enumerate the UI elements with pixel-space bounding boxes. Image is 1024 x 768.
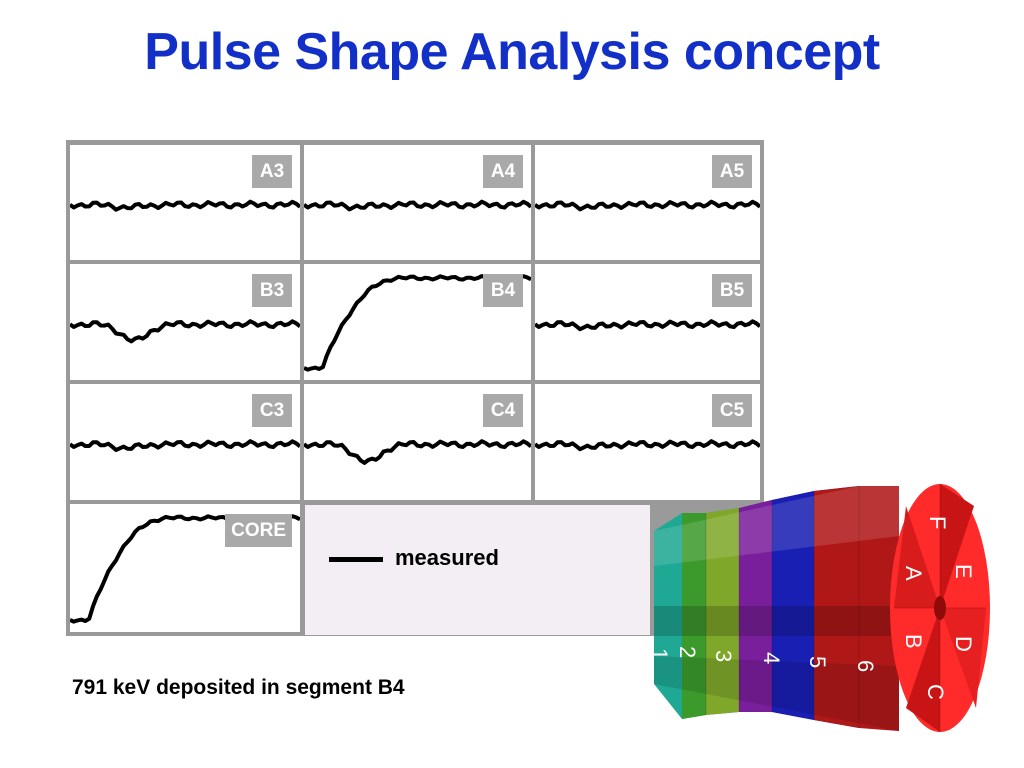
pulse-grid: A3 A4 A5 B3 B4 B5 C3 C4 C5 CORE (66, 140, 764, 636)
pulse-trace-svg (535, 199, 760, 212)
panel-core: CORE (70, 504, 300, 632)
detector-center-hole (934, 596, 946, 620)
panel-c4: C4 (304, 384, 531, 500)
pulse-trace-a5 (535, 199, 760, 212)
panel-label: C4 (483, 394, 523, 427)
detector-front-sector (940, 608, 986, 708)
pulse-trace-a3 (70, 199, 300, 212)
sector-letter: B (901, 634, 926, 649)
panel-label: B5 (712, 274, 752, 307)
panel-label: B4 (483, 274, 523, 307)
pulse-trace-svg (304, 439, 531, 465)
panel-label: A3 (252, 155, 292, 188)
pulse-trace-c4 (304, 439, 531, 465)
sector-letter: F (925, 516, 950, 529)
panel-b4: B4 (304, 264, 531, 380)
panel-c3: C3 (70, 384, 300, 500)
legend-label: measured (395, 545, 499, 570)
pulse-trace-svg (535, 439, 760, 452)
detector-front-sector (940, 484, 974, 608)
sector-letter: A (901, 566, 926, 581)
panel-b5: B5 (535, 264, 760, 380)
slide-title: Pulse Shape Analysis concept (144, 23, 880, 81)
panel-a5: A5 (535, 145, 760, 260)
panel-a3: A3 (70, 145, 300, 260)
sector-letter: E (951, 564, 976, 579)
segment-number: 6 (853, 660, 878, 672)
caption: 791 keV deposited in segment B4 (72, 676, 405, 699)
pulse-trace-b5 (535, 319, 760, 332)
pulse-trace-c5 (535, 439, 760, 452)
pulse-trace-c3 (70, 439, 300, 452)
panel-label: B3 (252, 274, 292, 307)
panel-b3: B3 (70, 264, 300, 380)
detector-front-sector (906, 608, 940, 732)
segment-number: 1 (647, 648, 672, 660)
pulse-trace-svg (304, 199, 531, 212)
panel-label: CORE (225, 514, 292, 547)
legend-panel: measured (305, 505, 650, 635)
panel-c5: C5 (535, 384, 760, 500)
legend-line-swatch (329, 557, 383, 562)
panel-label: A4 (483, 155, 523, 188)
sector-letter: C (923, 684, 948, 700)
panel-a4: A4 (304, 145, 531, 260)
panel-label: C3 (252, 394, 292, 427)
pulse-trace-svg (70, 199, 300, 212)
pulse-trace-a4 (304, 199, 531, 212)
detector-shade (654, 606, 899, 636)
sector-letter: D (951, 636, 976, 652)
pulse-trace-svg (70, 439, 300, 452)
panel-label: C5 (712, 394, 752, 427)
detector-shade (654, 656, 899, 731)
pulse-trace-svg (70, 319, 300, 344)
pulse-trace-b3 (70, 319, 300, 344)
segment-number: 3 (711, 650, 736, 662)
detector-front-sector (894, 506, 940, 608)
detector-segment-6 (814, 486, 899, 731)
segment-number: 2 (675, 646, 700, 658)
detector-shade (654, 486, 899, 566)
panel-label: A5 (712, 155, 752, 188)
pulse-trace-svg (535, 319, 760, 332)
segmented-detector-diagram: 1 2 3 4 5 6 A B C D E F (647, 484, 990, 732)
segment-number: 4 (759, 652, 784, 664)
segment-number: 5 (805, 656, 830, 668)
